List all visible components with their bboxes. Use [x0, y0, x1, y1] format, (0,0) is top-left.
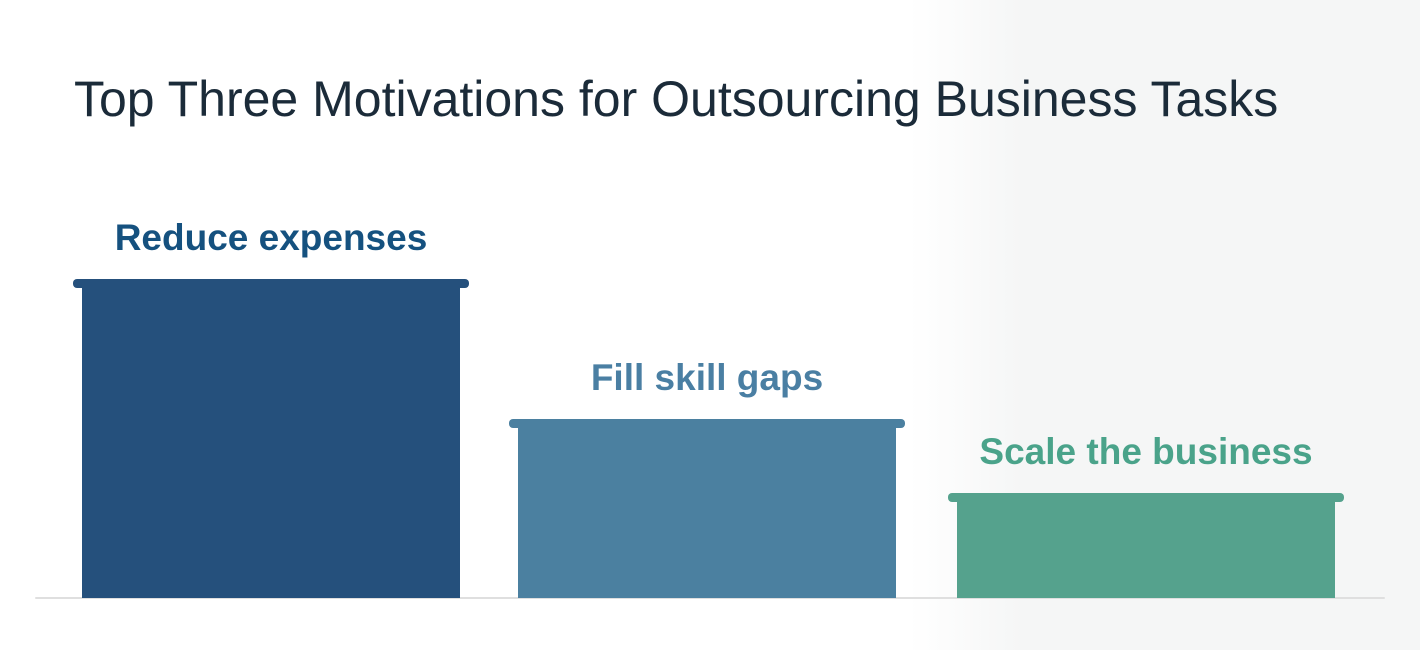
chart-title: Top Three Motivations for Outsourcing Bu… — [74, 71, 1279, 127]
bar-scale-the-business — [957, 501, 1335, 598]
bar-cap — [509, 419, 905, 428]
bar-group-reduce-expenses: Reduce expenses — [73, 217, 469, 598]
bar-label-fill-skill-gaps: Fill skill gaps — [590, 357, 824, 398]
bar-cap — [73, 279, 469, 288]
bar-label-scale-the-business: Scale the business — [979, 431, 1313, 472]
bar-group-fill-skill-gaps: Fill skill gaps — [509, 357, 905, 598]
bar-fill-skill-gaps — [518, 427, 896, 598]
bar-reduce-expenses — [82, 287, 460, 598]
bar-label-reduce-expenses: Reduce expenses — [114, 217, 428, 258]
bar-group-scale-the-business: Scale the business — [948, 431, 1344, 598]
bar-cap — [948, 493, 1344, 502]
x-axis-line — [35, 597, 1385, 599]
